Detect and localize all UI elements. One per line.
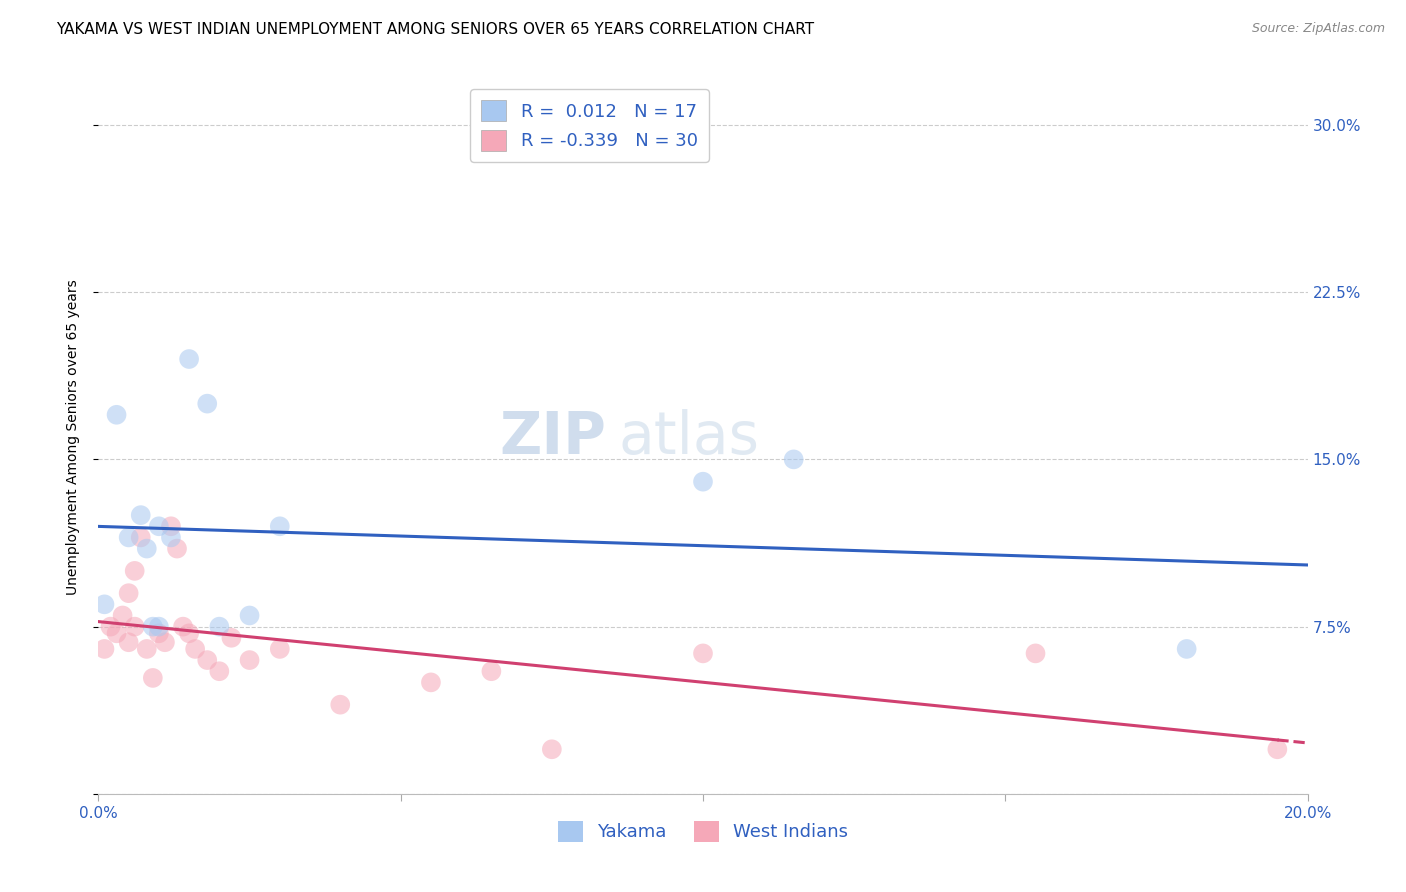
Point [148,619,170,633]
Point [166,541,188,556]
Point [1024,646,1046,660]
Point [160,530,183,544]
Point [135,541,157,556]
Y-axis label: Unemployment Among Seniors over 65 years: Unemployment Among Seniors over 65 years [66,279,80,595]
Point [783,452,806,467]
Point [420,675,443,690]
Text: Source: ZipAtlas.com: Source: ZipAtlas.com [1251,22,1385,36]
Point [142,671,165,685]
Point [100,619,122,633]
Point [124,564,146,578]
Point [269,519,291,533]
Point [124,619,146,633]
Point [148,519,170,533]
Point [172,619,194,633]
Point [221,631,243,645]
Point [160,519,183,533]
Point [481,664,503,679]
Point [195,396,218,410]
Point [111,608,134,623]
Point [239,608,262,623]
Point [692,475,714,489]
Point [269,642,291,657]
Point [1267,742,1289,756]
Point [105,626,128,640]
Point [129,508,152,523]
Point [1175,642,1198,657]
Point [118,635,141,649]
Point [142,619,165,633]
Point [93,642,115,657]
Point [329,698,352,712]
Point [135,642,157,657]
Text: atlas: atlas [619,409,759,466]
Point [540,742,562,756]
Text: YAKAMA VS WEST INDIAN UNEMPLOYMENT AMONG SENIORS OVER 65 YEARS CORRELATION CHART: YAKAMA VS WEST INDIAN UNEMPLOYMENT AMONG… [56,22,814,37]
Point [179,626,201,640]
Point [118,586,141,600]
Point [148,626,170,640]
Point [105,408,128,422]
Point [195,653,218,667]
Point [118,530,141,544]
Point [93,598,115,612]
Text: ZIP: ZIP [499,409,606,466]
Point [129,530,152,544]
Legend: Yakama, West Indians: Yakama, West Indians [550,814,856,849]
Point [239,653,262,667]
Point [208,619,231,633]
Point [179,351,201,366]
Point [692,646,714,660]
Point [208,664,231,679]
Point [153,635,176,649]
Point [184,642,207,657]
